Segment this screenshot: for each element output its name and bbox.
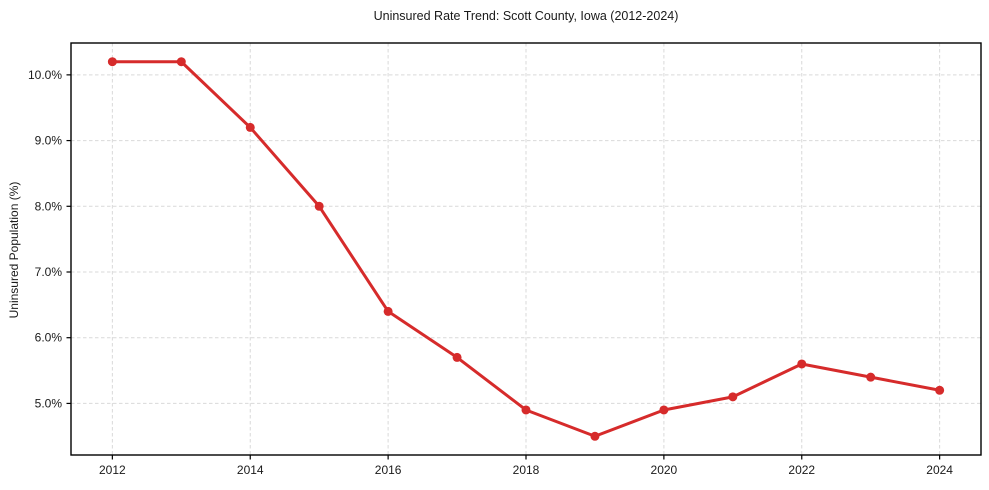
data-point — [314, 201, 324, 211]
data-point — [728, 392, 738, 402]
y-tick-label: 6.0% — [35, 331, 63, 345]
axes-frame — [70, 42, 982, 456]
y-tick-label: 5.0% — [35, 396, 63, 410]
data-point — [107, 57, 117, 67]
data-point — [521, 405, 531, 415]
y-tick-label: 10.0% — [28, 68, 62, 82]
x-tick-label: 2024 — [926, 463, 953, 477]
x-tick-label: 2014 — [237, 463, 264, 477]
x-tick-label: 2016 — [375, 463, 402, 477]
data-point — [866, 372, 876, 382]
data-point — [797, 359, 807, 369]
x-tick-label: 2022 — [788, 463, 815, 477]
data-point — [452, 352, 462, 362]
y-tick-label: 8.0% — [35, 199, 63, 213]
data-point — [935, 385, 945, 395]
x-tick-label: 2020 — [651, 463, 678, 477]
y-tick-label: 7.0% — [35, 265, 63, 279]
data-point — [245, 122, 255, 132]
data-point — [659, 405, 669, 415]
chart-title: Uninsured Rate Trend: Scott County, Iowa… — [373, 9, 679, 23]
data-point — [176, 57, 186, 67]
data-point — [383, 306, 393, 316]
data-point — [590, 431, 600, 441]
y-axis-label: Uninsured Population (%) — [7, 181, 21, 319]
x-tick-label: 2012 — [99, 463, 126, 477]
x-tick-label: 2018 — [513, 463, 540, 477]
y-tick-label: 9.0% — [35, 134, 63, 148]
